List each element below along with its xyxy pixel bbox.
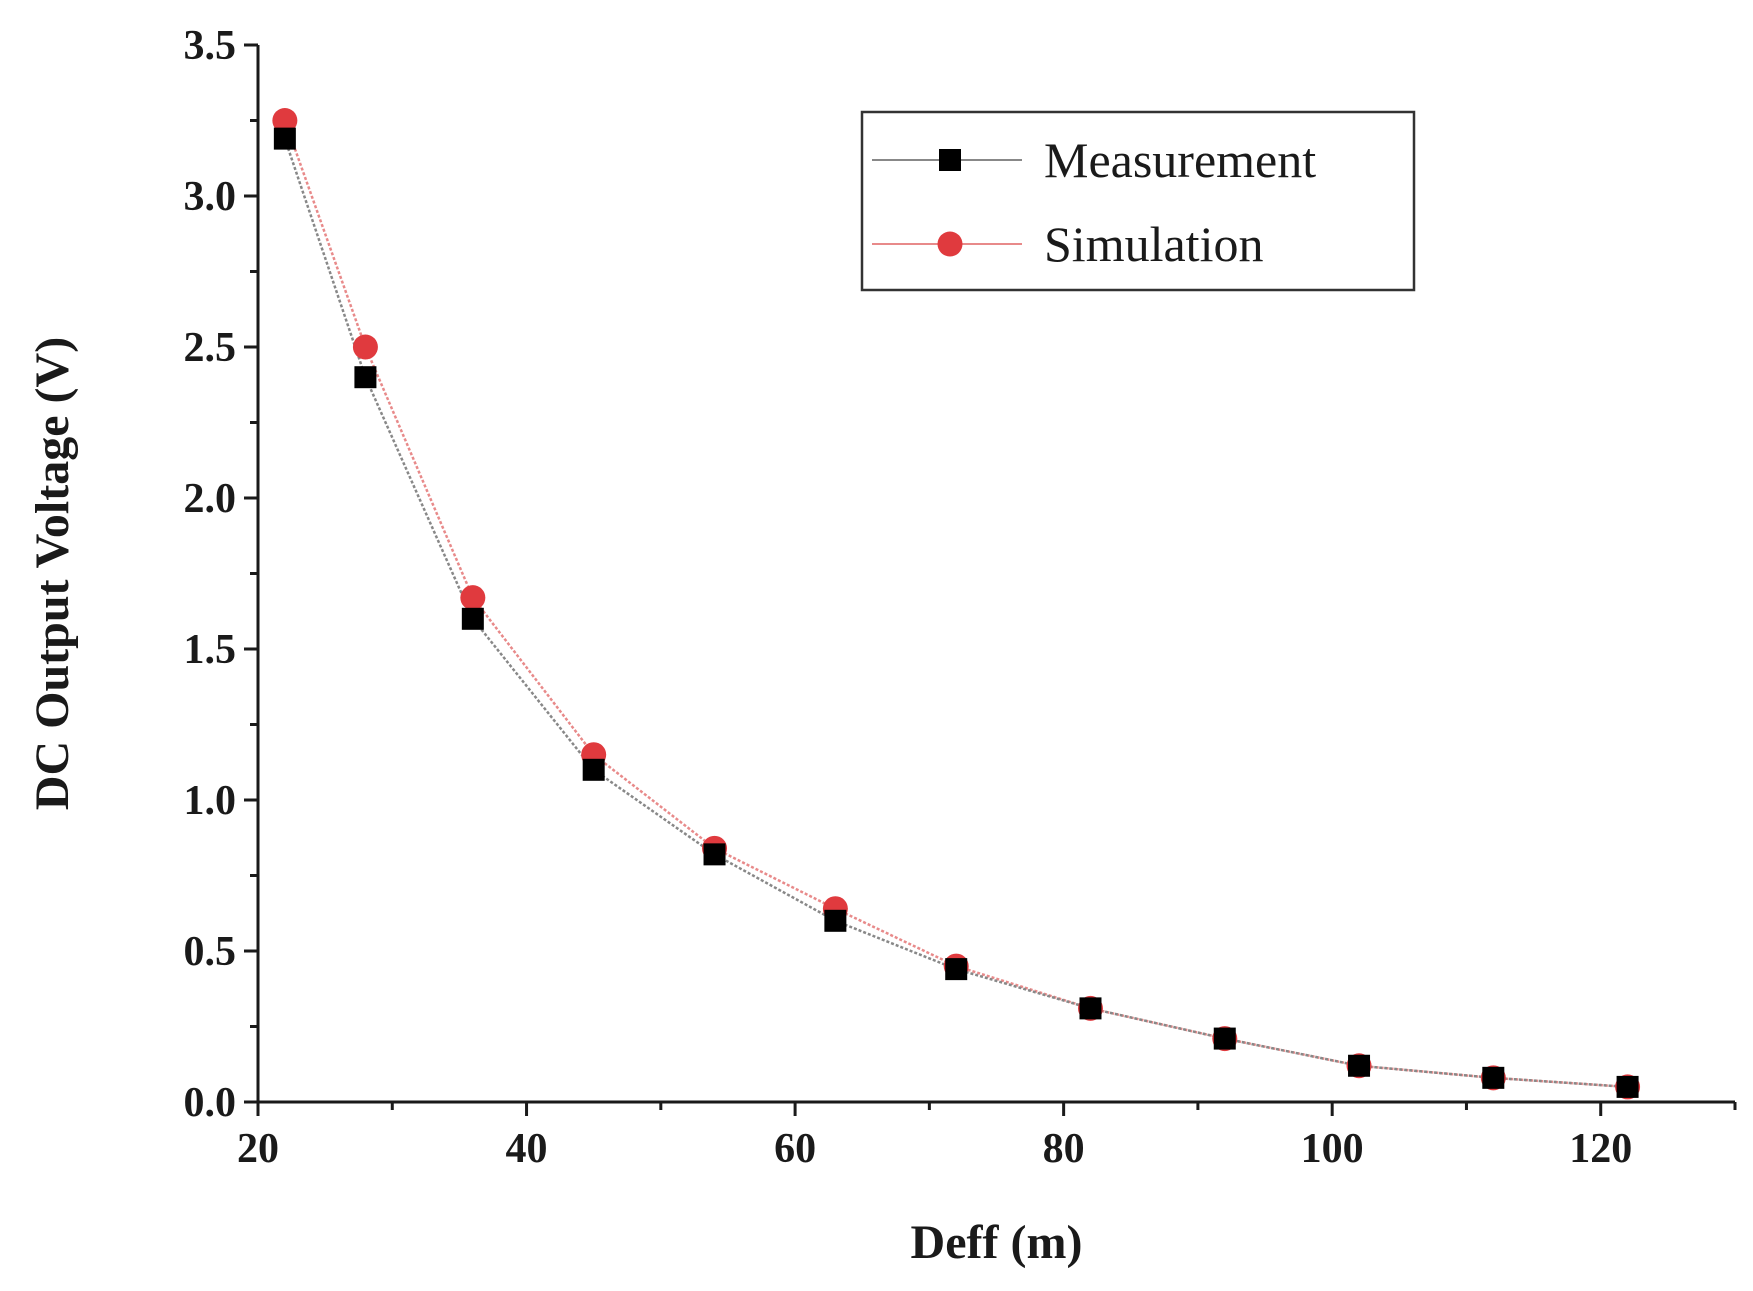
x-tick-label: 40 — [506, 1126, 548, 1172]
measurement-point — [1616, 1075, 1639, 1098]
y-tick-label: 0.5 — [184, 929, 237, 975]
y-tick-label: 1.5 — [184, 627, 237, 673]
simulation-point — [272, 108, 298, 133]
y-axis-title: DC Output Voltage (V) — [26, 337, 79, 810]
measurement-point — [1482, 1066, 1505, 1089]
legend-box — [860, 110, 1416, 292]
x-tick-label: 20 — [237, 1126, 279, 1172]
measurement-point — [354, 366, 377, 389]
legend: Measurement Simulation — [860, 110, 1416, 292]
x-tick-label: 120 — [1569, 1126, 1632, 1172]
measurement-point — [703, 843, 726, 866]
y-axis-ticks: 0.0 0.5 1.0 1.5 2.0 2.5 3.0 3.5 — [184, 23, 258, 1126]
series-line-measurement — [283, 138, 1628, 1089]
y-tick-label: 0.0 — [184, 1080, 237, 1126]
x-tick-label: 80 — [1043, 1126, 1085, 1172]
x-tick-label: 100 — [1301, 1126, 1364, 1172]
series-layer — [272, 108, 1641, 1100]
x-axis-ticks: 20 40 60 80 100 120 — [237, 1102, 1737, 1172]
measurement-point — [461, 607, 484, 630]
legend-label-simulation: Simulation — [1044, 216, 1263, 272]
legend-marker-measurement — [939, 149, 961, 171]
y-tick-label: 2.0 — [184, 476, 237, 522]
measurement-point — [1079, 997, 1102, 1020]
measurement-point — [945, 958, 968, 981]
simulation-point — [460, 585, 486, 611]
simulation-point — [352, 334, 378, 360]
legend-label-measurement: Measurement — [1044, 132, 1316, 188]
measurement-point — [1213, 1027, 1236, 1050]
measurement-point — [1348, 1054, 1371, 1077]
y-tick-label: 2.5 — [184, 325, 237, 371]
y-tick-label: 1.0 — [184, 778, 237, 824]
x-tick-label: 60 — [774, 1126, 816, 1172]
x-axis-title: Deff (m) — [911, 1216, 1083, 1269]
legend-marker-simulation — [937, 231, 963, 257]
measurement-point — [824, 909, 847, 932]
measurement-point — [273, 127, 296, 150]
measurement-point — [582, 758, 605, 781]
y-tick-label: 3.0 — [184, 174, 237, 220]
y-tick-label: 3.5 — [184, 23, 237, 69]
